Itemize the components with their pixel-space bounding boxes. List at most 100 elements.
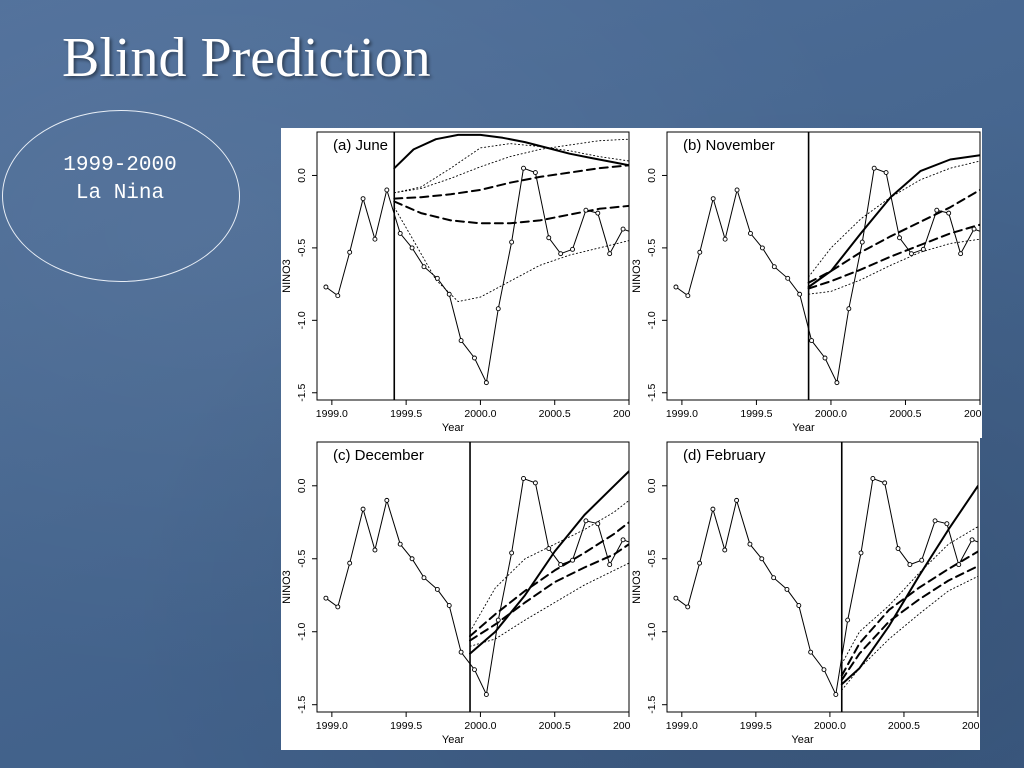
observed-point bbox=[421, 264, 427, 270]
y-tick-label: -1.5 bbox=[296, 384, 308, 402]
observed-point bbox=[734, 187, 740, 193]
forecast-dotted-line bbox=[808, 160, 980, 278]
panel-title: (b) November bbox=[683, 137, 775, 154]
observed-point bbox=[495, 617, 501, 623]
observed-point bbox=[845, 617, 851, 623]
y-tick-label: 0.0 bbox=[646, 168, 658, 183]
chart-panel-june: 1999.0 1999.5 2000.0 2000.5 2001.0 0.0 -0.5 -1.… bbox=[281, 128, 631, 438]
observed-point bbox=[771, 575, 777, 581]
observed-point bbox=[747, 541, 753, 547]
observed-point bbox=[583, 207, 589, 213]
observed-point bbox=[472, 355, 477, 361]
observed-point bbox=[323, 284, 329, 290]
y-tick-label: -1.5 bbox=[296, 695, 308, 713]
callout-text: 1999-2000 La Nina bbox=[0, 152, 240, 208]
chart-svg: 1999.0 1999.5 2000.0 2000.5 2001.0 0.0 -0.5 -1.… bbox=[631, 131, 982, 434]
callout-year: 1999-2000 bbox=[63, 154, 177, 177]
plot-frame bbox=[316, 441, 630, 713]
observed-point bbox=[871, 165, 877, 171]
observed-point bbox=[434, 586, 440, 592]
forecast-dotted-line bbox=[469, 499, 629, 633]
observed-point bbox=[458, 649, 464, 655]
observed-point bbox=[595, 521, 601, 527]
y-tick-label: -1.0 bbox=[296, 311, 308, 329]
observed-point bbox=[335, 604, 341, 610]
observed-point bbox=[971, 226, 977, 232]
forecast-solid-line bbox=[840, 484, 978, 686]
observed-point bbox=[870, 476, 876, 481]
observed-point bbox=[846, 306, 852, 312]
observed-point bbox=[409, 245, 415, 251]
observed-point bbox=[859, 239, 865, 245]
observed-point bbox=[335, 293, 341, 299]
observed-point bbox=[809, 338, 815, 344]
observed-line bbox=[325, 477, 629, 697]
observed-point bbox=[897, 235, 902, 241]
observed-point bbox=[360, 196, 366, 202]
panel-title: (d) February bbox=[683, 447, 766, 464]
observed-point bbox=[458, 338, 464, 344]
x-axis-label: Year bbox=[442, 734, 465, 746]
x-axis-label: Year bbox=[791, 734, 814, 746]
observed-point bbox=[323, 595, 329, 601]
x-tick-label: 2000.5 bbox=[539, 720, 571, 732]
x-axis-label: Year bbox=[792, 422, 815, 434]
observed-point bbox=[607, 251, 613, 257]
y-tick-label: 0.0 bbox=[646, 478, 658, 493]
observed-point bbox=[421, 575, 427, 581]
x-tick-label: 2000.5 bbox=[888, 720, 920, 732]
observed-point bbox=[685, 604, 691, 610]
observed-point bbox=[372, 547, 378, 553]
observed-point bbox=[558, 562, 564, 568]
observed-point bbox=[347, 560, 353, 566]
observed-point bbox=[958, 251, 964, 257]
observed-point bbox=[372, 236, 378, 242]
x-tick-label: 2000.0 bbox=[814, 720, 846, 732]
observed-point bbox=[472, 667, 477, 673]
plot-frame bbox=[316, 131, 630, 401]
x-tick-label: 2001.0 bbox=[964, 408, 982, 420]
observed-point bbox=[570, 557, 575, 563]
observed-point bbox=[546, 546, 552, 551]
x-tick-label: 2001.0 bbox=[613, 408, 631, 420]
observed-point bbox=[509, 550, 515, 556]
y-tick-label: 0.0 bbox=[296, 168, 308, 183]
observed-point bbox=[384, 187, 390, 193]
observed-point bbox=[607, 562, 613, 568]
observed-point bbox=[697, 249, 703, 255]
observed-point bbox=[932, 518, 938, 524]
observed-line bbox=[675, 477, 978, 697]
observed-point bbox=[710, 506, 716, 512]
observed-point bbox=[834, 380, 840, 386]
forecast-dashed-line bbox=[469, 521, 629, 638]
y-tick-label: -1.5 bbox=[646, 384, 658, 402]
callout-event: La Nina bbox=[75, 182, 165, 205]
observed-point bbox=[397, 230, 403, 236]
observed-line bbox=[325, 167, 629, 385]
observed-point bbox=[532, 480, 538, 486]
observed-point bbox=[685, 293, 691, 299]
observed-point bbox=[570, 246, 575, 252]
x-tick-label: 2000.0 bbox=[815, 408, 847, 420]
observed-point bbox=[710, 196, 716, 202]
observed-point bbox=[808, 649, 814, 655]
observed-point bbox=[495, 306, 501, 312]
y-tick-label: 0.0 bbox=[296, 478, 308, 493]
observed-point bbox=[796, 603, 802, 608]
x-tick-label: 2000.5 bbox=[889, 408, 921, 420]
panel-title: (c) December bbox=[333, 447, 424, 464]
x-tick-label: 1999.0 bbox=[316, 720, 348, 732]
observed-point bbox=[784, 586, 790, 592]
observed-point bbox=[919, 557, 925, 563]
observed-point bbox=[944, 521, 950, 527]
x-tick-label: 1999.0 bbox=[666, 720, 698, 732]
observed-point bbox=[908, 251, 914, 257]
observed-point bbox=[446, 291, 452, 297]
observed-point bbox=[759, 245, 765, 251]
y-tick-label: -0.5 bbox=[296, 550, 308, 568]
observed-point bbox=[934, 207, 940, 213]
forecast-dotted-line bbox=[393, 206, 629, 302]
observed-point bbox=[882, 480, 888, 486]
observed-point bbox=[748, 230, 753, 236]
forecast-dashed-line bbox=[840, 565, 978, 681]
